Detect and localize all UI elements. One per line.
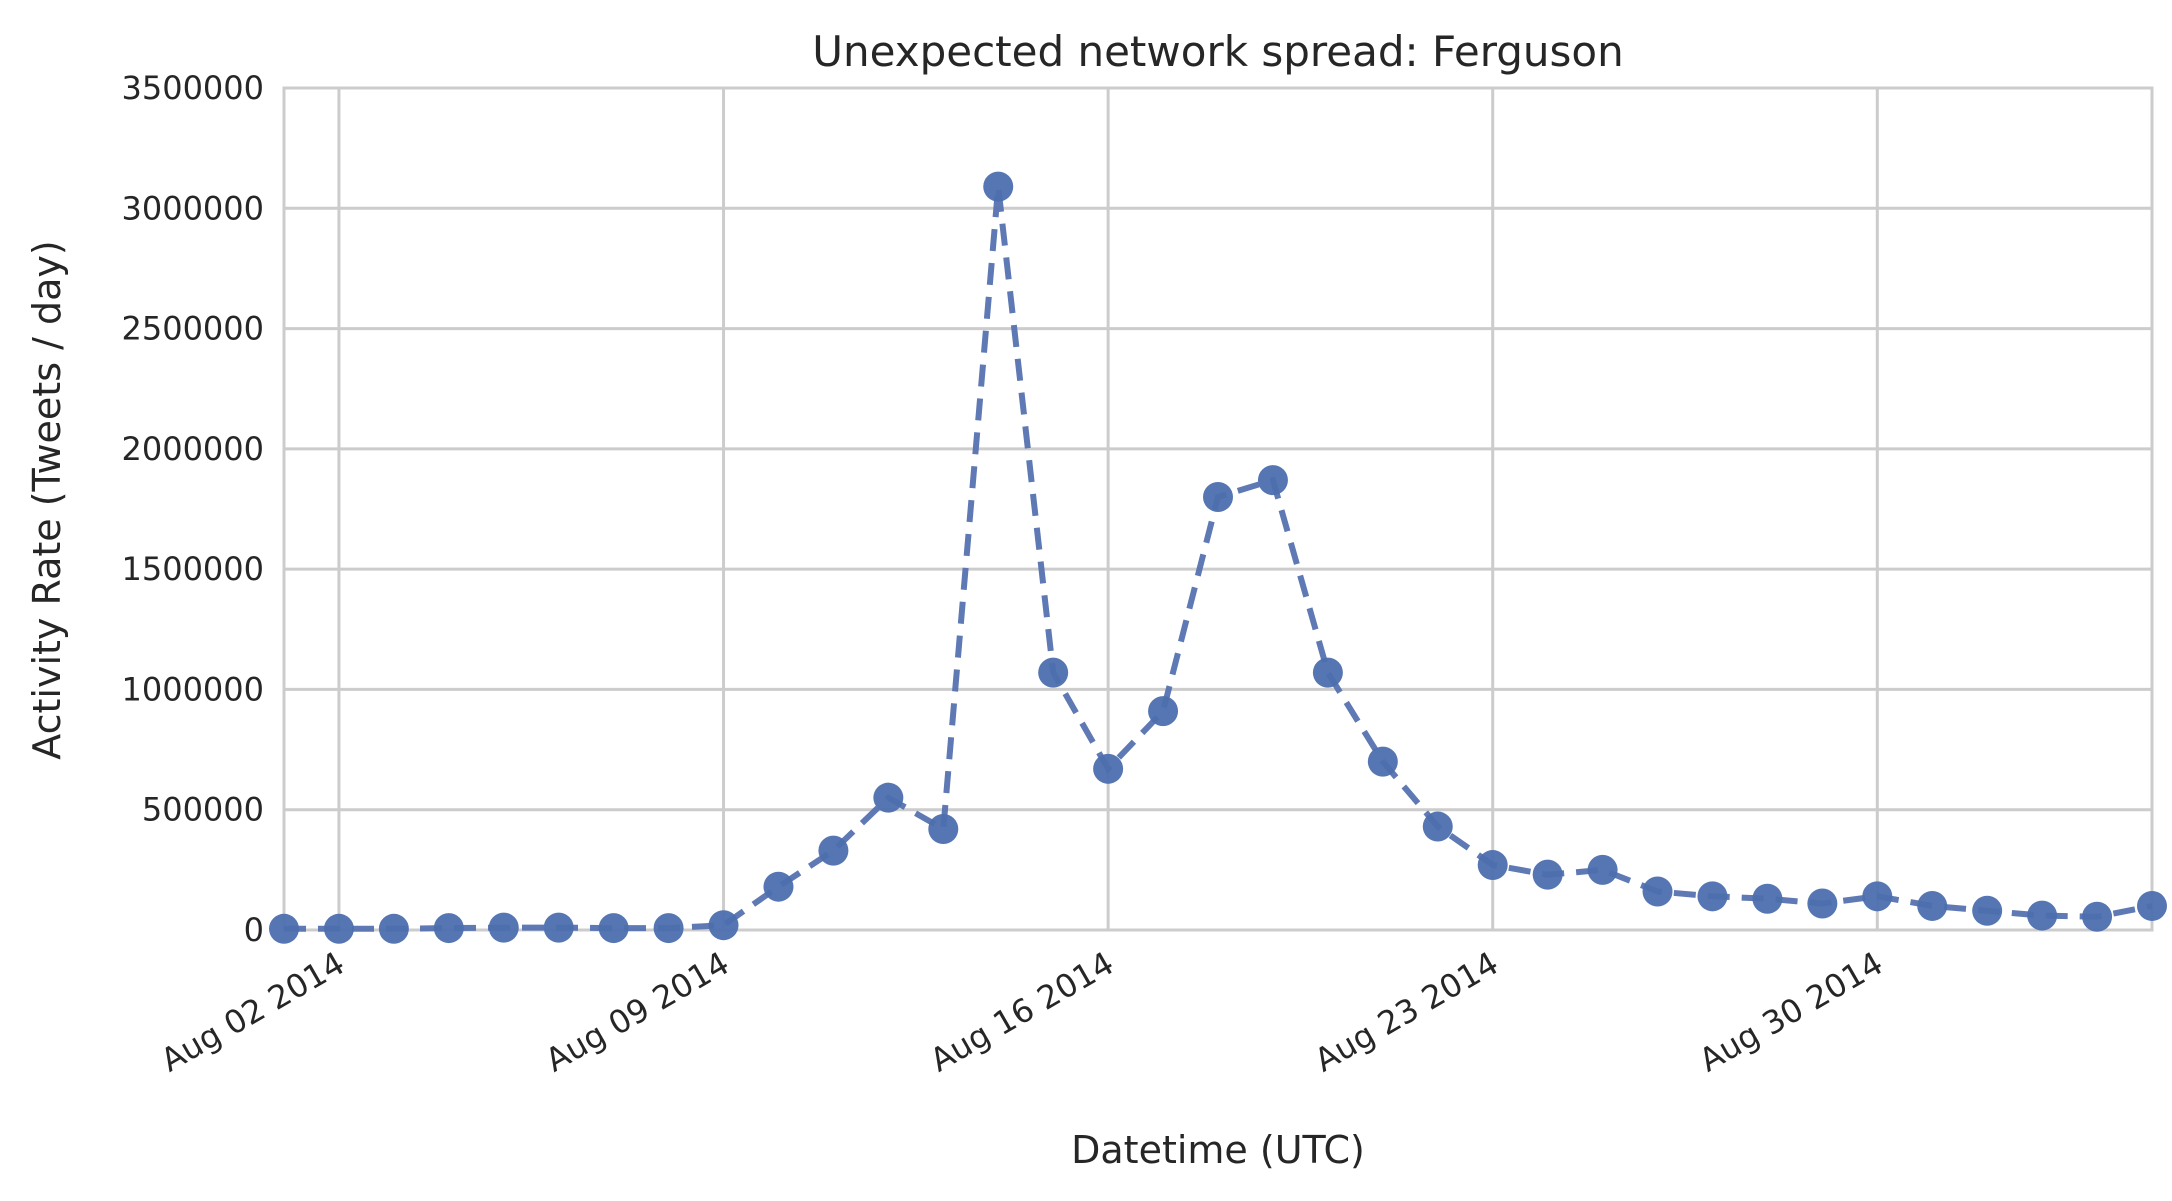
data-point — [1972, 895, 2003, 926]
data-point — [543, 912, 574, 943]
data-point — [2137, 890, 2167, 921]
y-tick-label: 3000000 — [121, 189, 264, 227]
chart-title: Unexpected network spread: Ferguson — [812, 27, 1623, 76]
y-tick-labels: 0 500000 1000000 1500000 2000000 2500000 30000… — [121, 69, 264, 949]
data-point — [983, 171, 1014, 202]
data-point — [1862, 881, 1893, 912]
data-point — [2082, 901, 2113, 932]
data-point — [873, 782, 904, 813]
data-point — [488, 912, 519, 943]
x-tick-label: Aug 30 2014 — [1693, 944, 1890, 1079]
data-point — [1642, 876, 1673, 907]
data-point — [1093, 753, 1124, 784]
data-point — [1367, 746, 1398, 777]
data-point — [1807, 888, 1838, 919]
y-axis-label: Activity Rate (Tweets / day) — [25, 240, 69, 759]
data-point — [1148, 696, 1179, 727]
gridlines — [284, 86, 2152, 932]
plot-frame — [282, 86, 2154, 932]
data-point — [433, 913, 464, 944]
series-line — [284, 186, 2153, 932]
x-tick-label: Aug 02 2014 — [154, 944, 351, 1079]
y-tick-label: 3500000 — [121, 69, 264, 107]
data-point — [1697, 881, 1728, 912]
data-point — [378, 913, 409, 944]
data-points — [269, 171, 2167, 944]
data-point — [928, 813, 959, 844]
data-point — [1477, 850, 1508, 881]
data-point — [2027, 900, 2058, 931]
data-point — [1917, 890, 1948, 921]
y-tick-label: 500000 — [142, 791, 264, 829]
data-point — [1257, 465, 1288, 496]
y-tick-label: 1000000 — [121, 670, 264, 708]
data-point — [598, 913, 629, 944]
x-tick-label: Aug 09 2014 — [539, 944, 736, 1079]
x-axis-label: Datetime (UTC) — [1071, 1128, 1365, 1172]
data-point — [1422, 811, 1453, 842]
data-point — [708, 910, 739, 941]
x-tick-label: Aug 23 2014 — [1308, 944, 1505, 1079]
y-tick-label: 1500000 — [121, 550, 264, 588]
data-point — [323, 913, 354, 944]
y-tick-label: 2000000 — [121, 430, 264, 468]
x-tick-label: Aug 16 2014 — [924, 944, 1121, 1079]
y-tick-label: 0 — [244, 911, 264, 949]
data-point — [818, 835, 849, 866]
data-point — [653, 913, 684, 944]
data-point — [1532, 859, 1563, 890]
y-tick-label: 2500000 — [121, 310, 264, 348]
data-point — [1752, 883, 1783, 914]
data-point — [1203, 481, 1233, 512]
data-point — [1312, 657, 1343, 688]
data-point — [1587, 854, 1618, 885]
data-point — [763, 871, 794, 902]
data-point — [269, 913, 299, 944]
x-tick-labels: Aug 02 2014 Aug 09 2014 Aug 16 2014 Aug 23 … — [154, 944, 1889, 1079]
data-point — [1038, 657, 1069, 688]
